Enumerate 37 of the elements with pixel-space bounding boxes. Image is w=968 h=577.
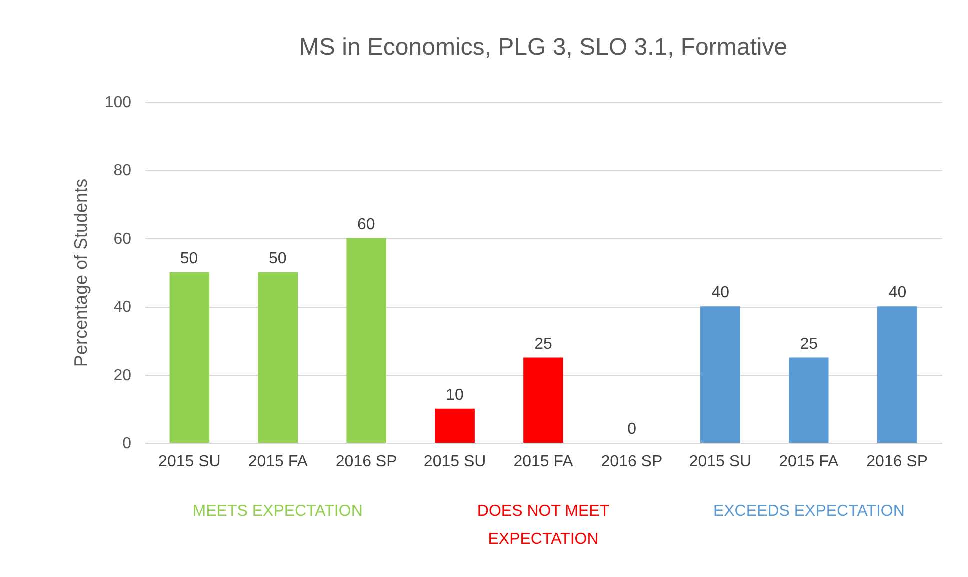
bar xyxy=(346,238,386,443)
bar xyxy=(524,358,564,443)
chart-title: MS in Economics, PLG 3, SLO 3.1, Formative xyxy=(299,34,788,61)
data-label: 25 xyxy=(800,336,818,353)
text: DOES NOT MEET EXPECTATION xyxy=(477,503,610,548)
data-label: 60 xyxy=(357,216,376,234)
x-tick-label: 2016 SP xyxy=(336,454,398,470)
y-tick-label: 20 xyxy=(114,367,132,384)
y-tick-label: 80 xyxy=(114,162,132,180)
bar xyxy=(877,306,918,443)
y-tick-label: 60 xyxy=(114,230,132,248)
x-tick-label: 2015 FA xyxy=(248,454,308,470)
y-tick-label: 0 xyxy=(122,436,132,452)
x-tick-label: 2015 SU xyxy=(689,454,752,470)
x-tick-label: 2015 SU xyxy=(424,454,486,470)
data-label: 40 xyxy=(888,284,907,302)
data-label: 50 xyxy=(180,250,198,268)
data-label: 0 xyxy=(628,421,637,438)
data-label: 25 xyxy=(534,336,552,353)
bar xyxy=(788,358,829,443)
bar xyxy=(435,408,475,443)
x-tick-label: 2016 SP xyxy=(866,454,928,470)
bar xyxy=(700,306,740,443)
text: EXCEEDS EXPECTATION xyxy=(713,503,905,520)
data-label: 40 xyxy=(712,284,730,302)
bar xyxy=(258,272,298,443)
x-tick-label: 2016 SP xyxy=(601,454,663,470)
x-tick-label: 2015 FA xyxy=(514,454,574,470)
data-label: 50 xyxy=(268,250,287,268)
data-label: 10 xyxy=(446,386,464,404)
text: MEETS EXPECTATION xyxy=(192,503,363,520)
y-tick-label: 40 xyxy=(114,299,132,316)
y-tick-label: 100 xyxy=(104,94,132,112)
bar xyxy=(170,272,210,443)
x-tick-label: 2015 FA xyxy=(779,454,839,470)
x-tick-label: 2015 SU xyxy=(158,454,221,470)
y-axis-title: Percentage of Students xyxy=(70,178,91,368)
